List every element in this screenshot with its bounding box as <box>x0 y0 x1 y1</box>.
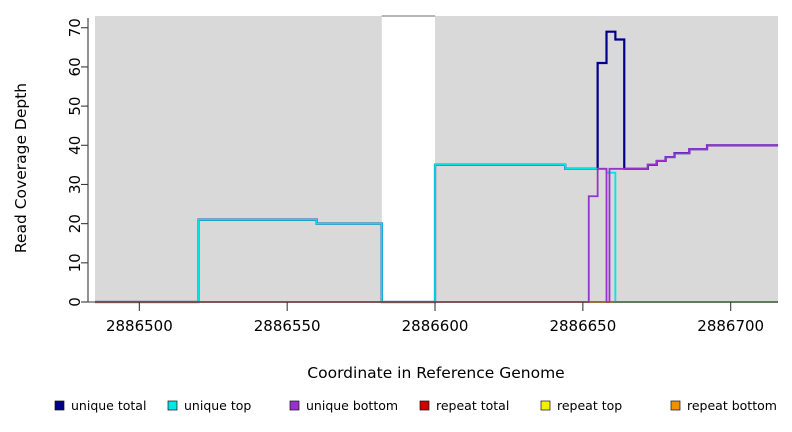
x-tick-label: 2886600 <box>402 317 469 335</box>
x-axis-ticks: 2886500 2886550 2886600 2886650 2886700 <box>106 302 764 335</box>
chart-legend: unique total unique top unique bottom repea… <box>54 398 777 413</box>
legend-label-unique-top: unique top <box>184 398 251 413</box>
y-tick-label: 0 <box>66 297 84 307</box>
x-tick-label: 2886700 <box>697 317 764 335</box>
legend-swatch-repeat-bottom <box>670 400 681 411</box>
series-unique-bottom <box>95 144 778 303</box>
legend-swatch-repeat-total <box>419 400 430 411</box>
y-axis-ticks: 0 10 20 30 40 50 60 70 <box>66 18 88 307</box>
y-axis-title: Read Coverage Depth <box>12 83 30 253</box>
y-tick-label: 30 <box>66 175 84 194</box>
legend-label-repeat-top: repeat top <box>557 398 622 413</box>
x-tick-label: 2886550 <box>254 317 321 335</box>
series-unique-top <box>95 163 778 303</box>
plot-background <box>95 15 778 302</box>
y-tick-label: 10 <box>66 253 84 272</box>
legend-swatch-unique-total <box>54 400 65 411</box>
axes <box>87 18 778 303</box>
y-tick-label: 20 <box>66 214 84 233</box>
x-tick-label: 2886500 <box>106 317 173 335</box>
y-tick-label: 60 <box>66 57 84 76</box>
plot-panel <box>95 16 778 302</box>
legend-label-repeat-bottom: repeat bottom <box>687 398 777 413</box>
y-tick-label: 40 <box>66 136 84 155</box>
legend-label-unique-total: unique total <box>71 398 146 413</box>
legend-swatch-unique-bottom <box>289 400 300 411</box>
y-tick-label: 50 <box>66 97 84 116</box>
x-axis-title: Coordinate in Reference Genome <box>307 364 564 382</box>
legend-label-unique-bottom: unique bottom <box>306 398 398 413</box>
coverage-gap-region <box>381 16 436 302</box>
x-tick-label: 2886650 <box>549 317 616 335</box>
y-tick-label: 70 <box>66 18 84 37</box>
legend-swatch-unique-top <box>167 400 178 411</box>
legend-label-repeat-total: repeat total <box>436 398 509 413</box>
legend-swatch-repeat-top <box>540 400 551 411</box>
